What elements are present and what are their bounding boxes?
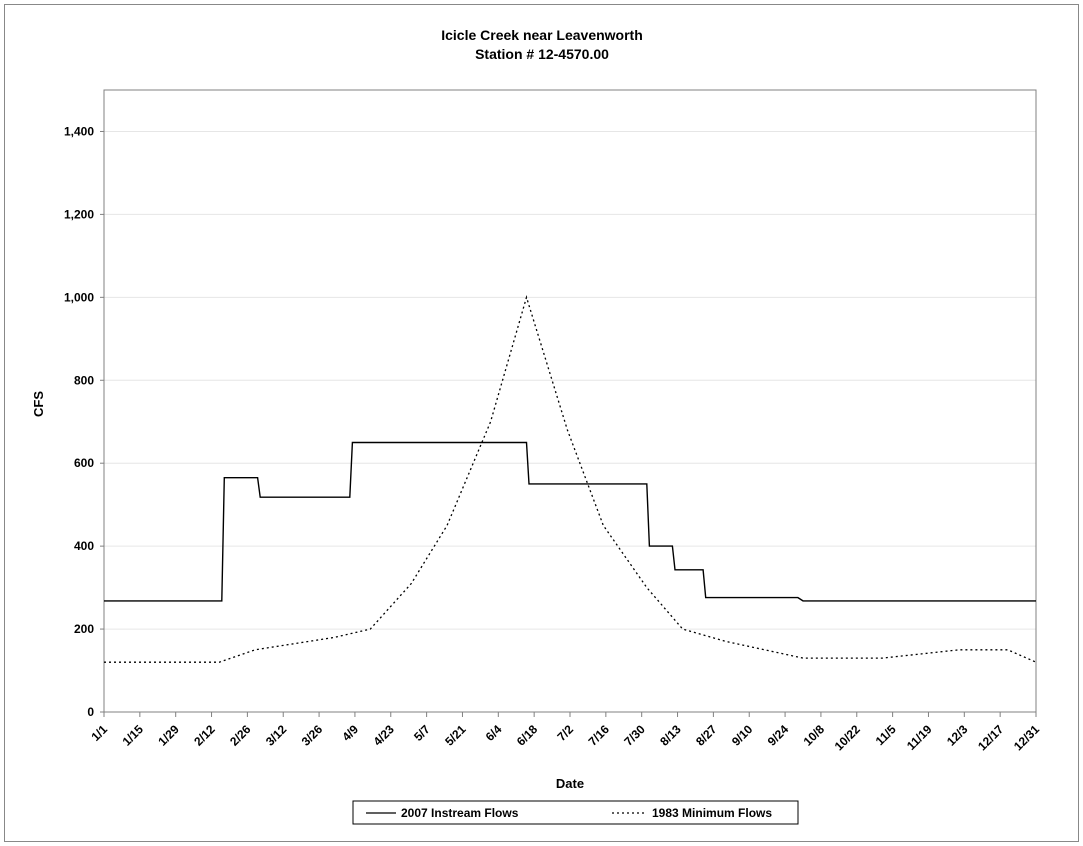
x-tick-label: 4/9 [339, 722, 361, 744]
legend-label-instream: 2007 Instream Flows [401, 806, 519, 820]
x-tick-label: 3/26 [299, 722, 326, 749]
chart-frame [4, 4, 1079, 842]
x-tick-label: 9/10 [729, 722, 756, 749]
legend-label-minimum: 1983 Minimum Flows [652, 806, 772, 820]
x-tick-label: 6/18 [514, 722, 541, 749]
x-tick-label: 7/2 [554, 722, 576, 744]
chart-title: Icicle Creek near Leavenworth [441, 27, 643, 43]
x-tick-label: 8/27 [693, 722, 720, 749]
x-tick-label: 12/3 [944, 722, 971, 749]
series-line-minimum [104, 295, 1037, 663]
y-tick-label: 800 [74, 373, 94, 387]
x-tick-label: 10/8 [801, 722, 828, 749]
chart-subtitle: Station # 12-4570.00 [475, 46, 609, 62]
x-tick-label: 3/12 [263, 722, 290, 749]
y-axis: 0 200 400 600 800 1,000 1,200 1,400 [64, 124, 104, 719]
x-axis: 1/1 1/15 1/29 2/12 2/26 3/12 3/26 4/9 4/23 5/7 5/2… [88, 712, 1042, 753]
y-tick-label: 1,400 [64, 124, 94, 138]
y-tick-label: 1,200 [64, 207, 94, 221]
y-axis-label: CFS [31, 391, 46, 417]
plot-area [103, 89, 1037, 713]
x-tick-label: 1/1 [88, 722, 110, 744]
x-tick-label: 12/17 [975, 722, 1006, 753]
gridlines [104, 130, 1036, 630]
y-tick-label: 200 [74, 622, 94, 636]
series-lines [104, 295, 1037, 663]
x-tick-label: 11/19 [904, 722, 935, 753]
x-tick-label: 2/12 [191, 722, 218, 749]
x-tick-label: 5/21 [442, 722, 469, 749]
x-tick-label: 1/15 [120, 722, 147, 749]
x-tick-label: 12/31 [1011, 722, 1042, 753]
x-tick-label: 2/26 [227, 722, 254, 749]
x-tick-label: 1/29 [155, 722, 182, 749]
x-tick-label: 10/22 [832, 722, 863, 753]
y-tick-label: 1,000 [64, 290, 94, 304]
legend-box [352, 800, 799, 825]
y-tick-label: 600 [74, 456, 94, 470]
legend: 2007 Instream Flows 1983 Minimum Flows [352, 800, 799, 825]
series-line-instream [104, 441, 1036, 602]
x-tick-label: 5/7 [411, 722, 433, 744]
y-tick-label: 400 [74, 539, 94, 553]
x-tick-label: 8/13 [657, 722, 684, 749]
x-axis-label: Date [556, 776, 584, 791]
x-tick-label: 7/30 [621, 722, 648, 749]
y-tick-label: 0 [87, 705, 94, 719]
x-tick-label: 4/23 [370, 722, 397, 749]
x-tick-label: 7/16 [586, 722, 613, 749]
x-tick-label: 11/5 [873, 722, 899, 748]
x-tick-label: 9/24 [765, 722, 792, 749]
x-tick-label: 6/4 [483, 722, 505, 744]
